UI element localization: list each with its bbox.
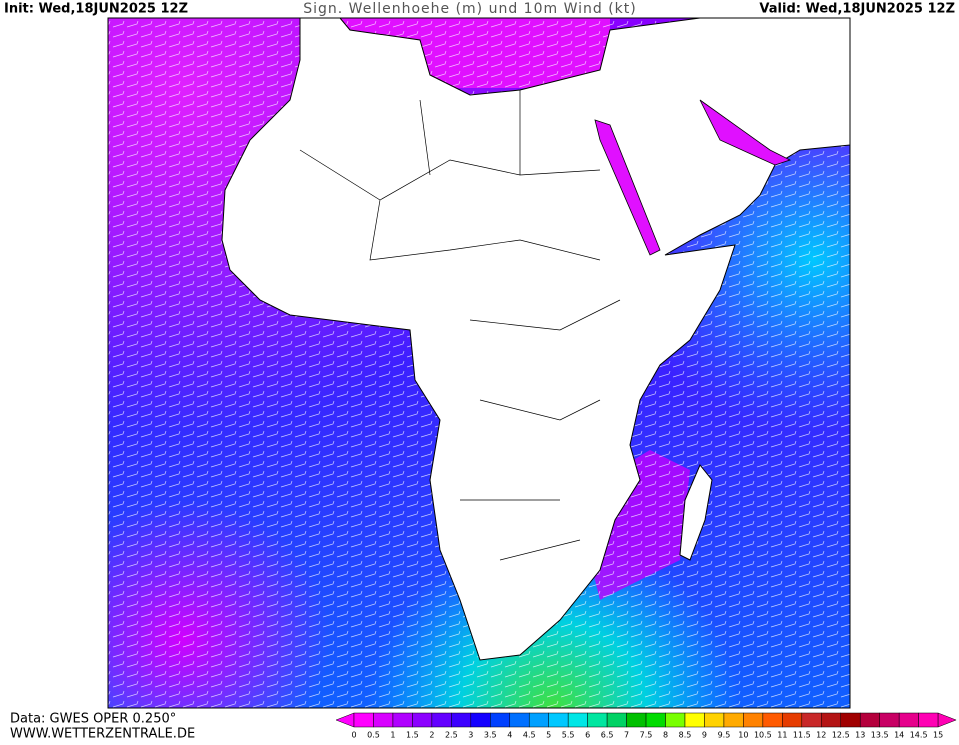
data-source: Data: GWES OPER 0.250°	[10, 712, 176, 727]
legend-label: 1.5	[406, 731, 419, 740]
legend-label: 14	[894, 731, 904, 740]
legend-swatch	[587, 712, 608, 728]
valid-time: Valid: Wed,18JUN2025 12Z	[759, 2, 955, 17]
legend-label: 14.5	[910, 731, 928, 740]
legend-swatch	[626, 712, 647, 728]
map-frame	[107, 17, 851, 709]
legend-label: 9	[702, 731, 707, 740]
legend-label: 12	[816, 731, 826, 740]
legend-label: 2.5	[445, 731, 458, 740]
legend-label: 13	[855, 731, 865, 740]
legend-swatch	[412, 712, 433, 728]
legend-swatch	[840, 712, 861, 728]
legend-label: 5	[546, 731, 551, 740]
map	[108, 18, 850, 708]
legend-swatch	[859, 712, 880, 728]
legend-label: 2	[429, 731, 434, 740]
legend-label: 7	[624, 731, 629, 740]
legend-swatch	[528, 712, 549, 728]
legend-swatch	[782, 712, 803, 728]
legend-label: 0.5	[367, 731, 380, 740]
legend-swatch	[743, 712, 764, 728]
legend-label: 6	[585, 731, 590, 740]
legend-label: 9.5	[718, 731, 731, 740]
legend-swatch	[723, 712, 744, 728]
legend-swatch	[762, 712, 783, 728]
legend-label: 5.5	[562, 731, 575, 740]
legend-swatch	[898, 712, 919, 728]
legend-swatch	[918, 712, 939, 728]
legend-label: 11	[777, 731, 787, 740]
legend-label: 8.5	[679, 731, 692, 740]
legend-label: 13.5	[871, 731, 889, 740]
legend-swatch	[567, 712, 588, 728]
legend-arrow-right	[937, 712, 957, 728]
legend-swatch	[373, 712, 394, 728]
legend-swatch	[645, 712, 666, 728]
legend-label: 7.5	[640, 731, 653, 740]
legend-swatch	[353, 712, 374, 728]
legend-swatch	[431, 712, 452, 728]
legend-label: 11.5	[793, 731, 811, 740]
legend-swatch	[801, 712, 822, 728]
legend-swatch	[509, 712, 530, 728]
legend-swatch	[490, 712, 511, 728]
legend-label: 4.5	[523, 731, 536, 740]
legend-swatch	[704, 712, 725, 728]
legend-label: 8	[663, 731, 668, 740]
legend-label: 10.5	[754, 731, 772, 740]
legend-label: 3.5	[484, 731, 497, 740]
website: WWW.WETTERZENTRALE.DE	[10, 727, 195, 742]
legend-label: 12.5	[832, 731, 850, 740]
legend-swatch	[606, 712, 627, 728]
legend-swatch	[821, 712, 842, 728]
legend-swatch	[879, 712, 900, 728]
legend-swatch	[392, 712, 413, 728]
legend-swatch	[470, 712, 491, 728]
legend-swatch	[684, 712, 705, 728]
legend-swatch	[548, 712, 569, 728]
legend-label: 15	[933, 731, 943, 740]
init-time: Init: Wed,18JUN2025 12Z	[4, 2, 188, 17]
legend-label: 1	[390, 731, 395, 740]
legend-arrow-left	[335, 712, 355, 728]
legend-label: 6.5	[601, 731, 614, 740]
legend-swatch	[665, 712, 686, 728]
legend-swatch	[451, 712, 472, 728]
legend-label: 3	[468, 731, 473, 740]
legend-label: 4	[507, 731, 512, 740]
legend-label: 0	[351, 731, 356, 740]
map-title: Sign. Wellenhoehe (m) und 10m Wind (kt)	[303, 1, 636, 17]
legend-label: 10	[738, 731, 748, 740]
